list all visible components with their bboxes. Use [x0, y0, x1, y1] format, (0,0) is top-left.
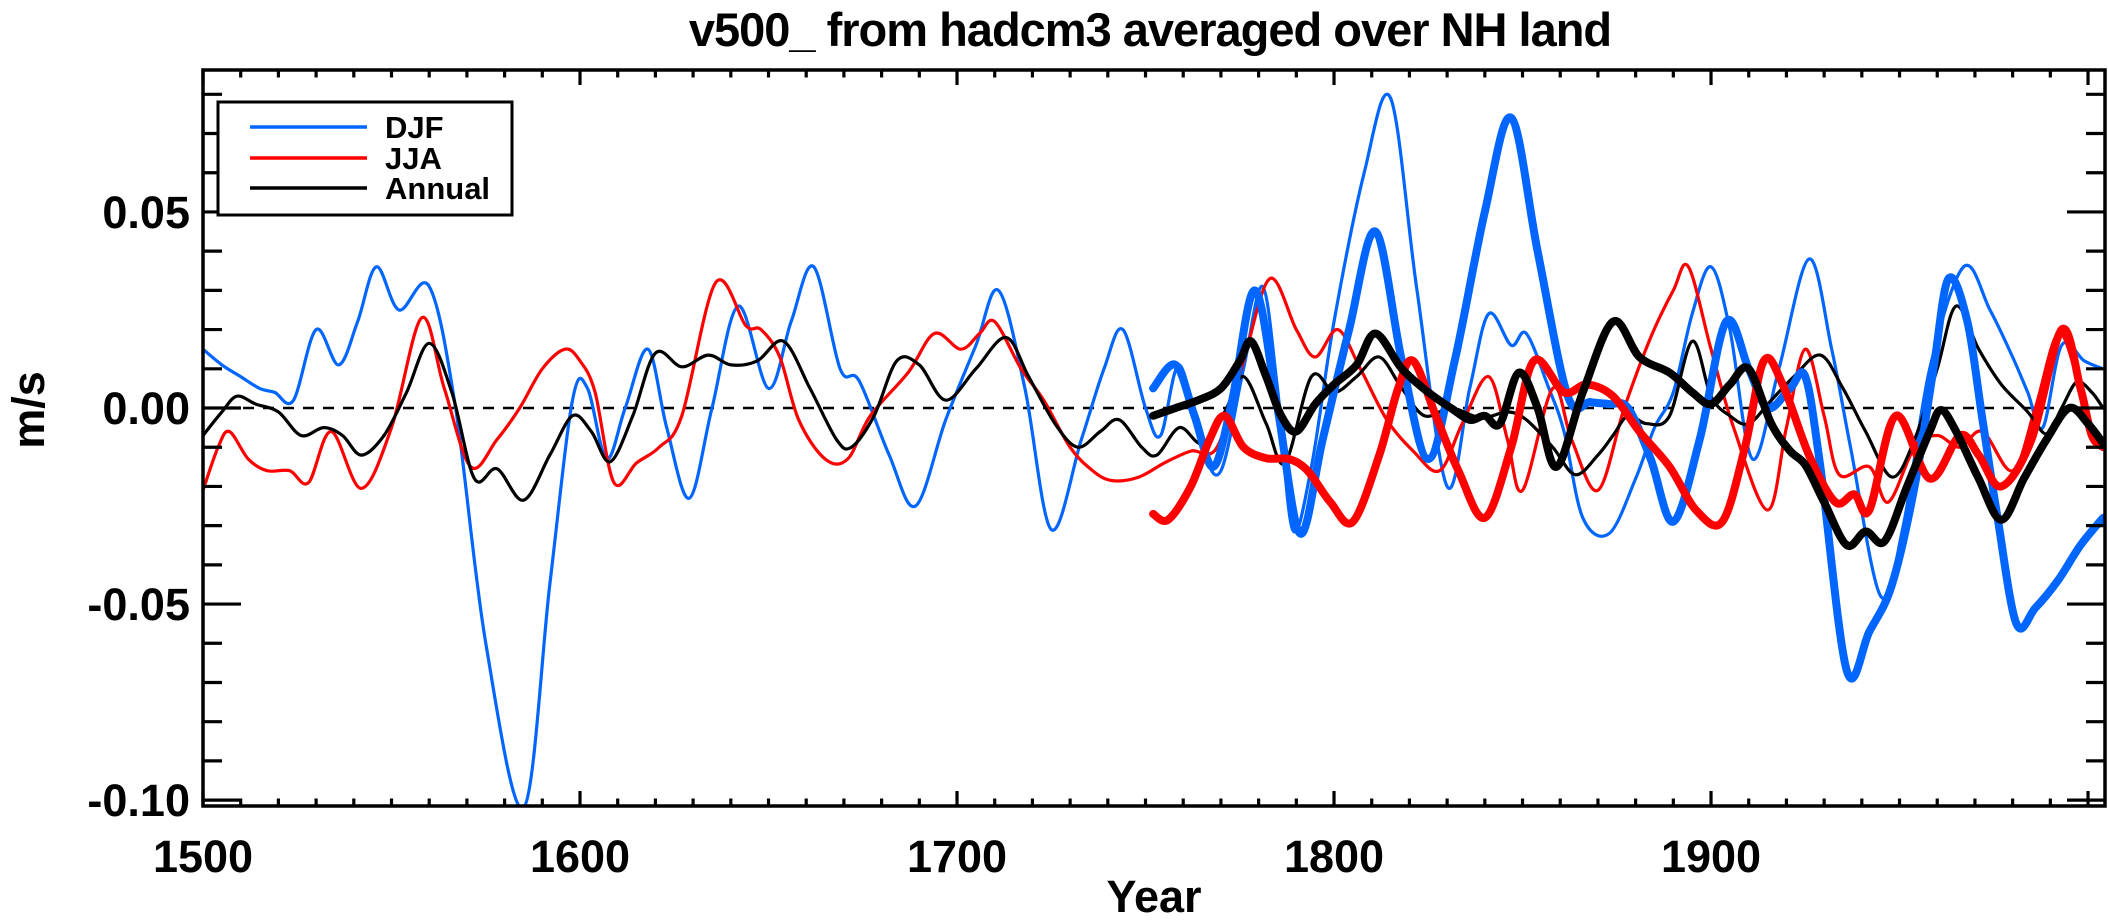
annual-thick-line	[1149, 317, 2105, 551]
x-tick-label: 1600	[530, 831, 630, 882]
legend-label-annual: Annual	[385, 171, 490, 206]
y-tick-label: 0.05	[102, 187, 190, 238]
legend-label-djf: DJF	[385, 110, 444, 145]
jja-thin-line	[203, 262, 2105, 512]
y-tick-label: 0.00	[102, 383, 190, 434]
y-axis-title: m/s	[3, 371, 54, 449]
legend: DJF JJA Annual	[216, 100, 514, 217]
plot-frame	[201, 68, 2107, 808]
chart-title: v500_ from hadcm3 averaged over NH land	[689, 3, 1611, 56]
legend-label-jja: JJA	[385, 141, 442, 176]
x-tick-label: 1900	[1661, 831, 1761, 882]
x-tick-label: 1700	[907, 831, 1007, 882]
x-axis-title: Year	[1106, 871, 1201, 922]
plot-area: 1500 1600 1700 1800 1900 0.05 0.00 -0.05 -0.10	[87, 68, 2107, 882]
y-tick-label: -0.10	[87, 775, 190, 826]
series-curves	[203, 92, 2105, 806]
annual-thin-line	[203, 304, 2105, 502]
x-tick-label: 1800	[1284, 831, 1384, 882]
djf-thick-line	[1149, 113, 2105, 683]
x-tick-label: 1500	[153, 831, 253, 882]
y-tick-label: -0.05	[87, 579, 190, 630]
